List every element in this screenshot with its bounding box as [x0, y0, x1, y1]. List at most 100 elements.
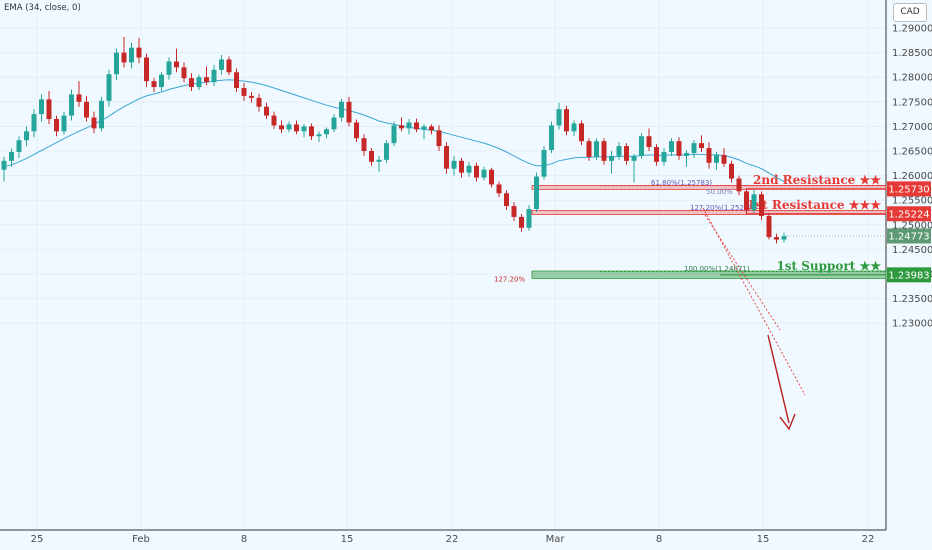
fib-label: 50.00% — [706, 188, 733, 196]
candle-body — [781, 236, 787, 240]
candle-body — [211, 69, 217, 83]
candle-body — [339, 101, 344, 118]
candle-body — [16, 140, 22, 152]
candle-body — [324, 129, 329, 135]
candle-body — [226, 59, 232, 73]
fib-label: 127.20%(1.2522) — [690, 204, 751, 212]
y-tick-label: 1.29000 — [892, 24, 932, 35]
resistance-label: 1st Resistance ★★★ — [747, 198, 881, 212]
candle-body — [654, 147, 659, 162]
currency-button[interactable]: CAD — [893, 3, 927, 22]
candle-body — [766, 215, 772, 238]
fib-label: 100.00%(1.24071) — [684, 265, 750, 273]
candle-body — [294, 124, 299, 132]
support-price-tag-text: 1.23983 — [888, 270, 929, 281]
candle-body — [204, 77, 209, 83]
candle-body — [106, 74, 112, 101]
candle-body — [421, 126, 427, 130]
candle-body — [316, 134, 322, 137]
candle-body — [129, 47, 134, 63]
candle-body — [564, 109, 569, 132]
candle-body — [699, 143, 704, 149]
candle-body — [219, 59, 224, 70]
time-axis[interactable]: 25 Feb 8 15 22 Mar 8 15 22 — [31, 534, 875, 545]
resistance-price-tag — [887, 206, 931, 222]
y-tick-label: 1.28000 — [892, 73, 932, 84]
candle-body — [474, 165, 479, 178]
y-tick-label: 1.23000 — [892, 319, 932, 330]
candle-body — [744, 191, 749, 211]
candle-body — [751, 194, 757, 211]
candle-body — [481, 169, 487, 178]
y-tick-label: 1.25000 — [892, 220, 932, 231]
candle-body — [9, 151, 14, 161]
candle-body — [706, 148, 712, 163]
candle-body — [136, 47, 142, 58]
candle-body — [84, 101, 89, 118]
y-tick-label: 1.25500 — [892, 196, 932, 207]
resistance-price-tag-text: 1.25730 — [888, 184, 929, 195]
candle-body — [526, 209, 532, 228]
support-label: 1st Support ★★ — [776, 259, 881, 273]
resistance-price-tag-text: 1.25224 — [888, 209, 929, 220]
candle-body — [279, 125, 284, 130]
candle-body — [571, 123, 577, 132]
candle-body — [391, 125, 397, 144]
candle-body — [121, 52, 127, 63]
candle-body — [54, 119, 59, 132]
y-tick-label: 1.28500 — [892, 48, 932, 59]
candle-body — [624, 146, 629, 161]
candle-body — [159, 74, 164, 88]
candle-body — [729, 163, 734, 179]
y-tick-label: 1.27000 — [892, 122, 932, 133]
price-axis[interactable]: 1.29000 1.28500 1.28000 1.27500 1.27000 1.265… — [892, 24, 932, 330]
candle-body — [271, 115, 277, 126]
candle-body — [144, 57, 149, 82]
candle-body — [354, 122, 359, 139]
candle-body — [639, 136, 644, 156]
candle-body — [91, 117, 97, 129]
candle-body — [399, 125, 404, 129]
fib-label: 127.20% — [494, 275, 525, 283]
trend-line — [704, 214, 781, 331]
candle-body — [264, 106, 269, 116]
candle-body — [114, 52, 119, 75]
candle-body — [406, 122, 412, 129]
candle-body — [721, 154, 727, 164]
projection-arrow — [767, 334, 790, 424]
candle-body — [714, 154, 719, 163]
candle-body — [669, 141, 674, 152]
x-tick-label: 15 — [757, 534, 770, 545]
candle-body — [151, 81, 157, 88]
candle-body — [541, 150, 547, 177]
candle-body — [519, 216, 524, 228]
zones-layer: 61.80%(1.25783)50.00% 2nd Resistance ★★ 12… — [494, 173, 887, 283]
resistance-label: 2nd Resistance ★★ — [753, 173, 881, 187]
candle-body — [511, 206, 517, 217]
candle-body — [39, 99, 44, 115]
candle-body — [429, 126, 434, 131]
candle-body — [189, 78, 194, 88]
candle-body — [99, 100, 104, 129]
candle-body — [466, 165, 472, 173]
indicator-legend[interactable]: EMA (34, close, 0) — [4, 3, 81, 13]
candle-body — [759, 194, 764, 216]
candle-body — [451, 160, 457, 169]
candle-body — [504, 193, 509, 207]
candle-body — [646, 136, 652, 148]
candle-body — [166, 61, 172, 75]
candle-body — [174, 61, 179, 68]
candle-body — [549, 125, 554, 151]
candle-body — [234, 72, 239, 89]
candle-body — [414, 122, 419, 130]
candle-body — [331, 117, 337, 130]
last-price-tag — [887, 228, 931, 244]
candle-body — [609, 155, 614, 161]
candle-body — [601, 141, 607, 161]
projection-layer — [702, 207, 806, 431]
candle-body — [459, 160, 464, 173]
candles-layer — [1, 36, 787, 244]
candle-body — [24, 131, 29, 141]
x-tick-label: 8 — [656, 534, 662, 545]
